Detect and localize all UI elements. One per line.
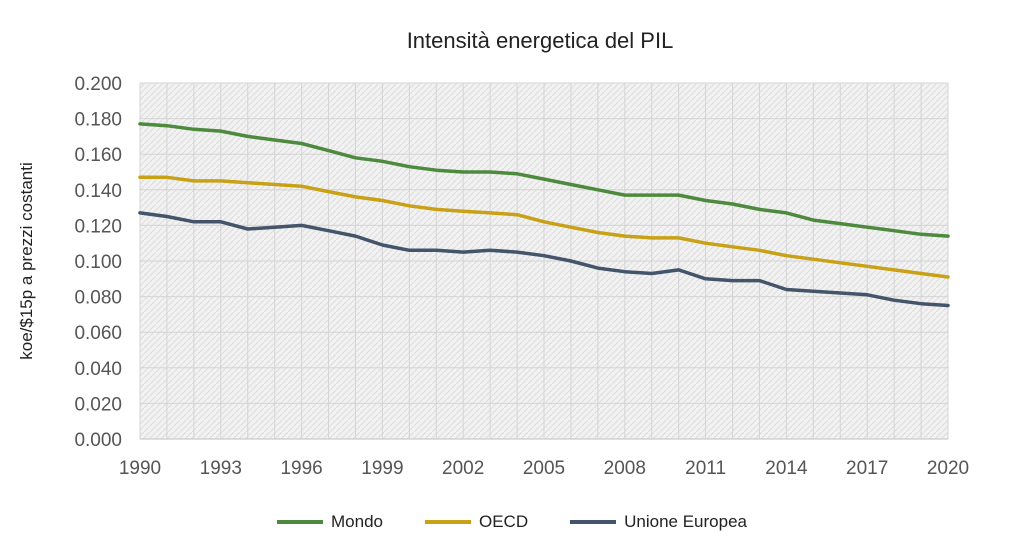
y-tick-label: 0.180 [74, 110, 122, 131]
x-tick-label: 2020 [927, 458, 969, 479]
series-layer [138, 122, 950, 308]
x-tick-label: 2011 [685, 458, 726, 479]
chart-title: Intensità energetica del PIL [406, 28, 674, 53]
y-tick-label: 0.000 [74, 430, 122, 451]
x-tick-label: 1999 [361, 458, 403, 479]
legend-swatch [277, 520, 323, 524]
y-tick-label: 0.120 [74, 216, 122, 237]
x-tick-label: 2017 [846, 458, 888, 479]
legend-swatch [424, 520, 471, 524]
x-tick-label: 2005 [523, 458, 565, 479]
y-tick-label: 0.020 [74, 394, 122, 415]
grid-layer [139, 82, 949, 440]
tick-layer: 0.000 0.020 0.040 0.060 0.080 0.100 0.120 0.140… [74, 74, 969, 479]
x-tick-label: 1993 [200, 458, 242, 479]
y-tick-label: 0.140 [74, 181, 122, 202]
y-tick-label: 0.080 [74, 288, 122, 309]
x-tick-label: 2002 [442, 458, 484, 479]
x-tick-label: 2014 [765, 458, 808, 479]
legend-swatch [570, 520, 617, 524]
y-tick-label: 0.100 [74, 252, 122, 273]
y-tick-label: 0.060 [74, 323, 122, 344]
series-line-mondo [138, 122, 950, 238]
y-tick-label: 0.040 [74, 359, 122, 380]
legend-item: OECD [424, 512, 529, 532]
x-tick-label: 1996 [280, 458, 322, 479]
y-tick-label: 0.200 [74, 74, 122, 95]
legend-label: OECD [478, 512, 529, 531]
legend: Mondo OECD Unione Europea [0, 512, 1024, 532]
legend-item: Mondo [277, 512, 383, 532]
legend-label: Unione Europea [624, 512, 747, 531]
chart-svg: 0.000 0.020 0.040 0.060 0.080 0.100 0.120 0.140… [17, 74, 969, 479]
series-line-oecd [138, 175, 950, 279]
legend-item: Unione Europea [570, 512, 747, 532]
series-line-unione-europea [138, 211, 950, 308]
x-tick-label: 2008 [604, 458, 646, 479]
y-axis-title: koe/$15p a prezzi costanti [17, 162, 36, 360]
legend-label: Mondo [331, 512, 383, 531]
y-tick-label: 0.160 [74, 145, 122, 166]
x-tick-label: 1990 [119, 458, 161, 479]
